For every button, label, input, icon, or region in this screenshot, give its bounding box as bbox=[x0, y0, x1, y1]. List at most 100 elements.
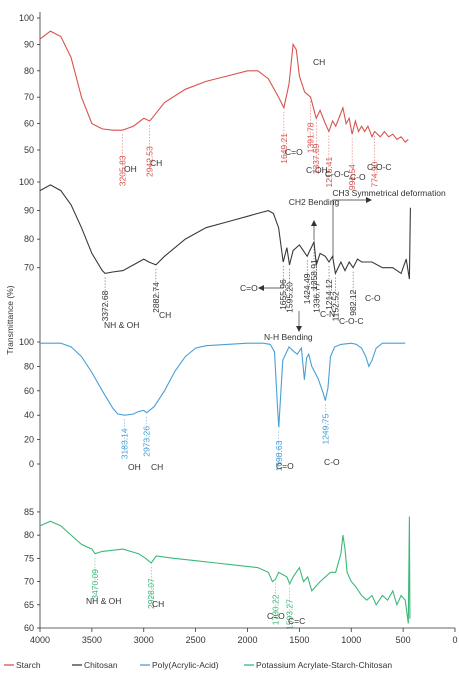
peak-label: 3372.68 bbox=[100, 290, 110, 321]
y-tick-label: 80 bbox=[24, 361, 34, 371]
poly-acrylic-acid-panel: 0 20 40 60 80 100 3183.14 2973.26 1698.63 1249.7… bbox=[19, 337, 406, 472]
starch-note-co: C=O bbox=[285, 147, 303, 157]
arrow-co-head bbox=[258, 285, 264, 291]
peak-label: 2928.07 bbox=[146, 578, 156, 609]
starch-y-ticks: 50 60 70 80 90 100 bbox=[19, 13, 40, 155]
legend-label-pasc: Potassium Acrylate-Starch-Chitosan bbox=[256, 660, 392, 670]
y-tick-label: 70 bbox=[24, 263, 34, 273]
chitosan-note-nh-oh: NH & OH bbox=[104, 320, 139, 330]
x-tick-label: 4000 bbox=[30, 635, 50, 645]
y-tick-label: 0 bbox=[29, 459, 34, 469]
y-tick-label: 75 bbox=[24, 553, 34, 563]
y-tick-label: 100 bbox=[19, 177, 34, 187]
peak-label: 1337.69 bbox=[311, 143, 321, 174]
chitosan-curve bbox=[39, 184, 411, 280]
y-tick-label: 20 bbox=[24, 435, 34, 445]
starch-curve bbox=[39, 30, 409, 143]
chitosan-note-ch2-bending: CH2 Bending bbox=[289, 197, 340, 207]
arrow-ch3-line bbox=[332, 199, 368, 258]
pasc-note-cc: C=C bbox=[288, 616, 305, 626]
y-tick-label: 80 bbox=[24, 66, 34, 76]
chitosan-note-co-2: C-O bbox=[365, 293, 381, 303]
y-tick-label: 60 bbox=[24, 386, 34, 396]
paa-note-oh: OH bbox=[128, 462, 141, 472]
paa-note-co-2: C-O bbox=[324, 457, 340, 467]
paa-annotations: OH CH C=O C-O bbox=[128, 457, 340, 472]
pasc-annotations: NH & OH CH C=O C=C bbox=[86, 596, 305, 626]
starch-note-coh: C-OH bbox=[306, 165, 328, 175]
legend-label-starch: Starch bbox=[16, 660, 41, 670]
pasc-note-nh-oh: NH & OH bbox=[86, 596, 121, 606]
y-tick-label: 70 bbox=[24, 92, 34, 102]
peak-label: 991.54 bbox=[347, 164, 357, 190]
pasc-panel: 60 65 70 75 80 85 3470.09 2928.07 1730.22 1593.2… bbox=[24, 507, 411, 633]
y-tick-label: 100 bbox=[19, 337, 34, 347]
peak-label: 1424.49 bbox=[302, 273, 312, 304]
y-tick-label: 60 bbox=[24, 623, 34, 633]
peak-label: 3183.14 bbox=[120, 428, 130, 459]
x-tick-label: 500 bbox=[396, 635, 411, 645]
arrow-nh-head bbox=[296, 326, 302, 332]
chitosan-note-ch: CH bbox=[159, 310, 171, 320]
starch-note-coc-2: C-O-C bbox=[367, 162, 392, 172]
arrow-ch3-head bbox=[366, 197, 372, 203]
legend-label-chitosan: Chitosan bbox=[84, 660, 118, 670]
y-tick-label: 90 bbox=[24, 39, 34, 49]
peak-label: 1215.41 bbox=[324, 157, 334, 188]
peak-label: 2973.26 bbox=[142, 426, 152, 457]
chitosan-note-nh-bending: N-H Bending bbox=[264, 332, 313, 342]
chitosan-note-coc: C-O-C bbox=[339, 316, 364, 326]
pasc-note-ch: CH bbox=[152, 599, 164, 609]
pasc-y-ticks: 60 65 70 75 80 85 bbox=[24, 507, 40, 633]
starch-note-oh: OH bbox=[124, 164, 137, 174]
peak-label: 982.12 bbox=[348, 289, 358, 315]
peak-label: 1358.91 bbox=[309, 259, 319, 290]
y-tick-label: 65 bbox=[24, 600, 34, 610]
pasc-curve bbox=[39, 516, 411, 624]
chitosan-note-ch3: CH3 Symmetrical deformation bbox=[332, 188, 446, 198]
starch-note-coc-1: C-O-C bbox=[325, 169, 350, 179]
starch-note-ch-2: CH bbox=[313, 57, 325, 67]
x-tick-label: 3000 bbox=[134, 635, 154, 645]
x-tick-label: 3500 bbox=[82, 635, 102, 645]
peak-label: 1249.75 bbox=[320, 414, 330, 445]
peak-label: 1649.21 bbox=[279, 133, 289, 164]
y-tick-label: 50 bbox=[24, 145, 34, 155]
peak-label: 3205.83 bbox=[117, 155, 127, 186]
y-tick-label: 90 bbox=[24, 206, 34, 216]
legend: Starch Chitosan Poly(Acrylic-Acid) Potas… bbox=[4, 660, 392, 670]
peak-label: 1214.12 bbox=[324, 279, 334, 310]
y-tick-label: 80 bbox=[24, 234, 34, 244]
peak-label: 1152.52 bbox=[330, 291, 340, 321]
peak-label: 1730.22 bbox=[270, 594, 280, 625]
y-tick-label: 100 bbox=[19, 13, 34, 23]
x-tick-label: 2000 bbox=[237, 635, 257, 645]
peak-label: 1595.20 bbox=[284, 282, 294, 313]
peak-label: 774.90 bbox=[370, 161, 380, 187]
x-tick-label: 0 bbox=[452, 635, 457, 645]
y-tick-label: 80 bbox=[24, 530, 34, 540]
paa-peak-labels: 3183.14 2973.26 1698.63 1249.75 bbox=[120, 404, 330, 471]
starch-annotations: OH CH C=O CH C-OH C-O-C C-O C-O-C bbox=[124, 57, 392, 182]
y-axis-label: Transmittance (%) bbox=[5, 285, 15, 354]
peak-label: 1698.63 bbox=[274, 440, 284, 471]
legend-label-paa: Poly(Acrylic-Acid) bbox=[152, 660, 219, 670]
x-tick-group: 4000 3500 3000 2500 2000 1500 1000 500 0 bbox=[30, 628, 458, 645]
starch-panel: 50 60 70 80 90 100 3205.83 2942.53 1649.21 1391.… bbox=[19, 13, 409, 190]
peak-label: 1336.77 bbox=[311, 282, 321, 313]
paa-y-ticks: 0 20 40 60 80 100 bbox=[19, 337, 40, 469]
arrow-ch2-head bbox=[311, 220, 317, 226]
peak-label: 1655.96 bbox=[278, 279, 288, 310]
peak-label: 2942.53 bbox=[145, 146, 155, 177]
chitosan-annotations: NH & OH CH C=O N-H Bending C-N C-O-C C-O… bbox=[104, 188, 446, 342]
peak-label: 1593.27 bbox=[285, 599, 295, 630]
peak-label: 2882.74 bbox=[151, 282, 161, 313]
chitosan-y-ticks: 70 80 90 100 bbox=[19, 177, 40, 273]
paa-note-co: C=O bbox=[276, 461, 294, 471]
peak-label: 3470.09 bbox=[90, 569, 100, 600]
y-tick-label: 40 bbox=[24, 410, 34, 420]
